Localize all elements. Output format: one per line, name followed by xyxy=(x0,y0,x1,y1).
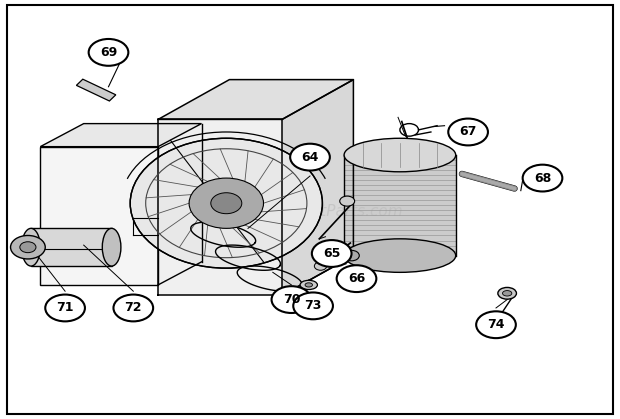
Circle shape xyxy=(272,286,311,313)
Text: eReplacementParts.com: eReplacementParts.com xyxy=(216,204,404,219)
Polygon shape xyxy=(344,155,456,256)
Polygon shape xyxy=(158,119,282,295)
Text: 72: 72 xyxy=(125,301,142,315)
Circle shape xyxy=(11,235,45,259)
Ellipse shape xyxy=(502,291,512,296)
Ellipse shape xyxy=(22,228,40,266)
Circle shape xyxy=(312,240,352,267)
Circle shape xyxy=(20,242,36,253)
Text: 65: 65 xyxy=(323,247,340,260)
Circle shape xyxy=(89,39,128,66)
Polygon shape xyxy=(40,124,202,147)
Circle shape xyxy=(211,193,242,214)
Text: 73: 73 xyxy=(304,299,322,313)
Text: 66: 66 xyxy=(348,272,365,285)
Circle shape xyxy=(523,165,562,191)
Polygon shape xyxy=(31,228,112,266)
Text: 71: 71 xyxy=(56,301,74,315)
Text: 64: 64 xyxy=(301,150,319,164)
Circle shape xyxy=(293,292,333,319)
Text: 67: 67 xyxy=(459,125,477,139)
Ellipse shape xyxy=(300,280,317,290)
Text: 69: 69 xyxy=(100,46,117,59)
Text: 70: 70 xyxy=(283,293,300,306)
Circle shape xyxy=(314,262,327,270)
Polygon shape xyxy=(40,147,158,285)
Polygon shape xyxy=(282,80,353,295)
Text: 68: 68 xyxy=(534,171,551,185)
Circle shape xyxy=(113,295,153,321)
Circle shape xyxy=(189,178,264,228)
Circle shape xyxy=(448,119,488,145)
Circle shape xyxy=(476,311,516,338)
Ellipse shape xyxy=(102,228,121,266)
Ellipse shape xyxy=(305,283,312,287)
Circle shape xyxy=(45,295,85,321)
Ellipse shape xyxy=(344,239,456,272)
Polygon shape xyxy=(158,80,353,119)
Circle shape xyxy=(290,144,330,171)
Circle shape xyxy=(130,138,322,268)
Circle shape xyxy=(337,265,376,292)
Ellipse shape xyxy=(498,287,516,299)
Ellipse shape xyxy=(344,138,456,172)
Text: 74: 74 xyxy=(487,318,505,331)
Ellipse shape xyxy=(343,250,360,261)
Circle shape xyxy=(340,196,355,206)
Polygon shape xyxy=(76,79,116,101)
